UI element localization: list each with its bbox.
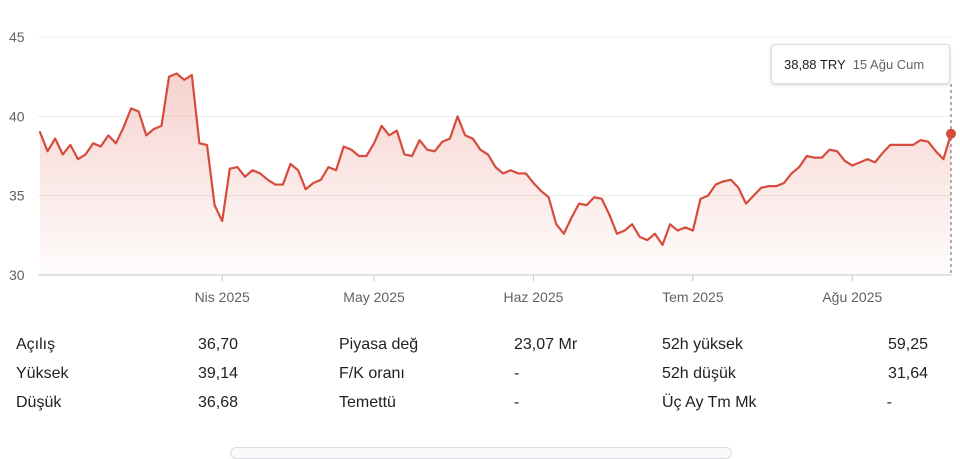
y-tick-label: 45 — [9, 29, 25, 45]
stat-label-low: Düşük — [16, 394, 62, 411]
more-details-bar[interactable] — [230, 447, 732, 459]
price-tooltip: 38,88 TRY 15 Ağu Cum — [771, 44, 950, 84]
stat-value-low: 36,68 — [197, 394, 238, 411]
stats-row: Düşük 36,68 Temettü - Üç Ay Tm Mk - — [0, 394, 960, 422]
y-tick-label: 35 — [9, 188, 25, 204]
x-tick-label: Nis 2025 — [195, 289, 250, 305]
stat-value-dividend: - — [514, 394, 520, 411]
x-tick-label: Ağu 2025 — [822, 289, 882, 305]
stat-value-52w-low: 31,64 — [887, 365, 928, 382]
stat-label-market-cap: Piyasa değ — [339, 336, 419, 353]
price-line — [38, 72, 953, 246]
stat-label-52w-high: 52h yüksek — [662, 336, 743, 353]
tooltip-price: 38,88 TRY — [784, 56, 846, 72]
stat-value-pe-ratio: - — [514, 365, 520, 382]
stat-value-open: 36,70 — [197, 336, 238, 353]
stat-label-52w-low: 52h düşük — [662, 365, 736, 382]
stat-label-avg-volume: Üç Ay Tm Mk — [662, 394, 757, 411]
stat-value-high: 39,14 — [197, 365, 238, 382]
x-tick-label: Haz 2025 — [503, 289, 563, 305]
stat-label-dividend: Temettü — [339, 394, 396, 411]
stat-value-52w-high: 59,25 — [887, 336, 928, 353]
price-area-fill — [40, 73, 951, 276]
y-tick-label: 40 — [9, 108, 25, 124]
y-tick-label: 30 — [9, 267, 25, 283]
stats-row: Açılış 36,70 Piyasa değ 23,07 Mr 52h yük… — [0, 336, 960, 364]
stat-label-pe-ratio: F/K oranı — [339, 365, 405, 382]
x-axis: Nis 2025 May 2025 Haz 2025 Tem 2025 Ağu 2025 — [195, 275, 882, 305]
stat-label-high: Yüksek — [16, 365, 69, 382]
stat-value-avg-volume: - — [886, 394, 892, 411]
price-chart[interactable]: 30 35 40 45 Nis 2025 May 2025 Haz 2025 Tem 202… — [0, 0, 960, 320]
last-price-marker — [946, 128, 956, 139]
x-tick-label: May 2025 — [343, 289, 405, 305]
stat-label-open: Açılış — [16, 336, 56, 353]
stat-value-market-cap: 23,07 Mr — [514, 336, 578, 353]
stats-row: Yüksek 39,14 F/K oranı - 52h düşük 31,64 — [0, 365, 960, 393]
x-tick-label: Tem 2025 — [662, 289, 724, 305]
tooltip-date: 15 Ağu Cum — [852, 56, 925, 72]
y-axis: 30 35 40 45 — [9, 29, 25, 283]
